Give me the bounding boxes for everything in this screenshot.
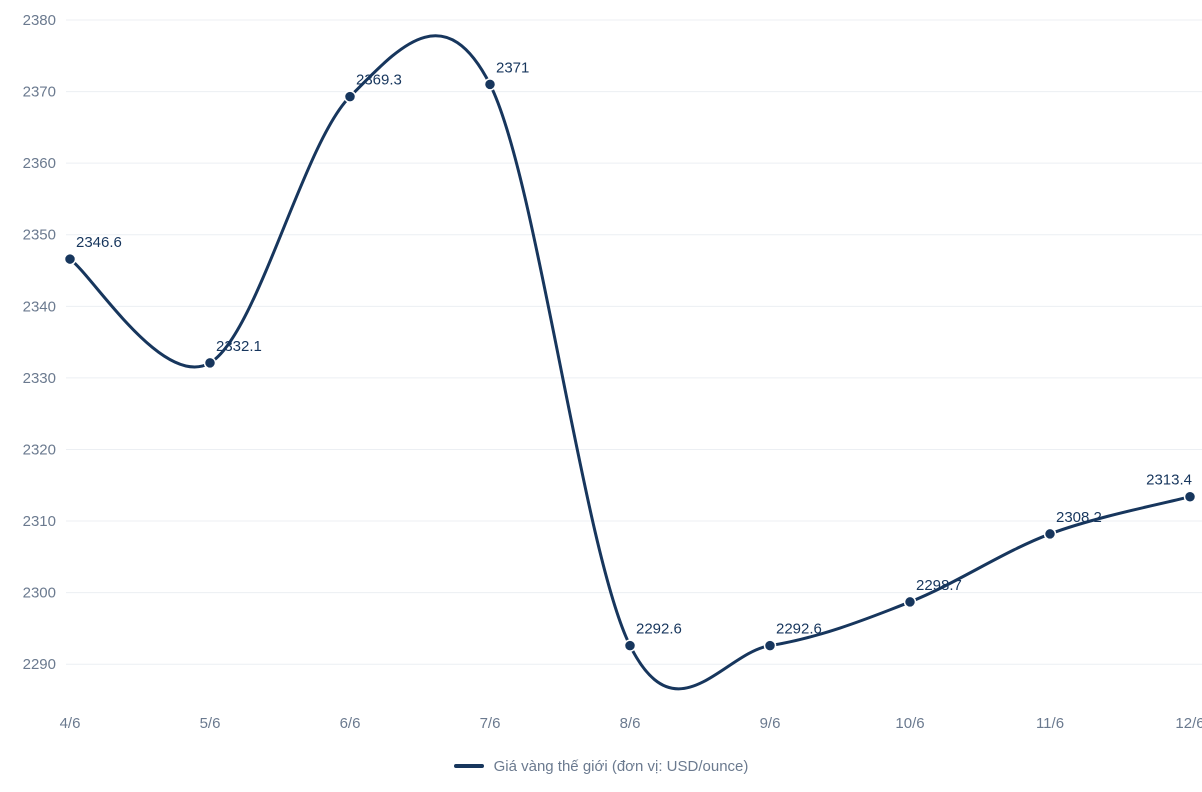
svg-text:2371: 2371 (496, 59, 529, 76)
svg-text:2313.4: 2313.4 (1146, 472, 1192, 489)
svg-text:2330: 2330 (23, 370, 56, 387)
svg-text:2292.6: 2292.6 (776, 621, 822, 638)
svg-text:11/6: 11/6 (1036, 715, 1064, 732)
gold-price-chart: 2290 2300 2310 2320 2330 2340 2350 2360 2370 2380… (0, 0, 1202, 792)
svg-text:12/6: 12/6 (1175, 715, 1202, 732)
svg-text:2308.2: 2308.2 (1056, 509, 1102, 526)
svg-text:6/6: 6/6 (340, 715, 361, 732)
svg-text:2290: 2290 (23, 656, 56, 673)
svg-text:2320: 2320 (23, 441, 56, 458)
legend-swatch (454, 764, 484, 768)
svg-text:2369.3: 2369.3 (356, 72, 402, 89)
svg-text:2370: 2370 (23, 84, 56, 101)
svg-text:8/6: 8/6 (620, 715, 641, 732)
chart-svg: 2290 2300 2310 2320 2330 2340 2350 2360 2370 2380… (0, 0, 1202, 792)
svg-text:2346.6: 2346.6 (76, 234, 122, 251)
chart-legend: Giá vàng thế giới (đơn vị: USD/ounce) (0, 755, 1202, 775)
svg-text:2332.1: 2332.1 (216, 338, 262, 355)
svg-text:9/6: 9/6 (760, 715, 781, 732)
svg-text:2298.7: 2298.7 (916, 577, 962, 594)
svg-text:5/6: 5/6 (200, 715, 221, 732)
svg-text:10/6: 10/6 (895, 715, 924, 732)
svg-text:2350: 2350 (23, 227, 56, 244)
svg-text:2292.6: 2292.6 (636, 621, 682, 638)
svg-text:2340: 2340 (23, 298, 56, 315)
svg-text:2360: 2360 (23, 155, 56, 172)
svg-text:7/6: 7/6 (480, 715, 501, 732)
svg-text:4/6: 4/6 (60, 715, 81, 732)
svg-text:2380: 2380 (23, 12, 56, 29)
legend-label: Giá vàng thế giới (đơn vị: USD/ounce) (494, 758, 749, 775)
svg-text:2310: 2310 (23, 513, 56, 530)
svg-text:2300: 2300 (23, 585, 56, 602)
